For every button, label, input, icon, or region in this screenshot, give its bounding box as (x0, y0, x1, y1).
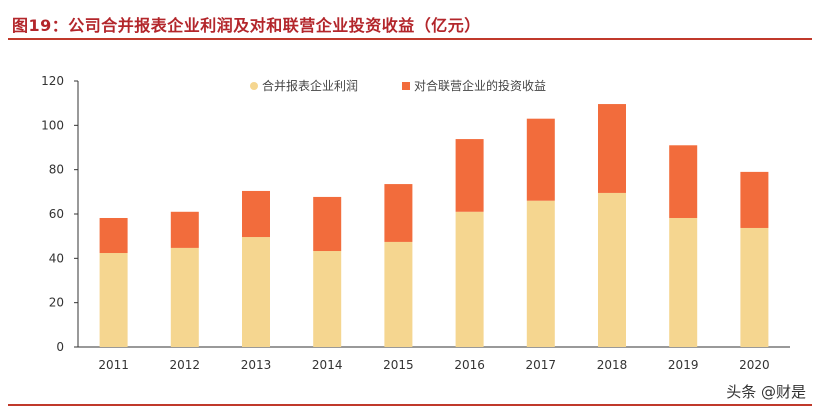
bar-investment-income-2014 (313, 196, 342, 252)
bar-investment-income-2016 (455, 139, 484, 212)
y-tick-label: 40 (49, 251, 64, 265)
bar-profit-2016 (455, 211, 484, 347)
bar-profit-2012 (170, 247, 199, 347)
legend-label: 对合联营企业的投资收益 (414, 78, 546, 93)
legend-swatch (250, 82, 258, 90)
y-tick-label: 20 (49, 296, 64, 310)
top-rule (8, 38, 812, 40)
bar-investment-income-2018 (598, 104, 626, 193)
bar-profit-2019 (669, 217, 698, 347)
bar-investment-income-2013 (242, 190, 270, 238)
bar-profit-2015 (384, 241, 413, 347)
x-tick-label: 2018 (597, 358, 628, 372)
bar-profit-2018 (598, 192, 626, 347)
bar-investment-income-2019 (669, 145, 698, 218)
x-tick-label: 2017 (526, 358, 557, 372)
bar-investment-income-2017 (526, 118, 555, 201)
y-tick-label: 60 (49, 207, 64, 221)
y-tick-label: 100 (41, 118, 64, 132)
bar-profit-2011 (99, 253, 128, 347)
bar-investment-income-2012 (170, 211, 199, 248)
chart-title: 图19：公司合并报表企业利润及对和联营企业投资收益（亿元） (12, 16, 481, 35)
x-tick-label: 2016 (454, 358, 485, 372)
x-tick-label: 2011 (98, 358, 129, 372)
bar-investment-income-2020 (740, 171, 769, 228)
bottom-rule (8, 404, 812, 406)
watermark: 头条 @财是 (726, 381, 806, 402)
y-tick-label: 80 (49, 163, 64, 177)
bar-investment-income-2015 (384, 184, 413, 242)
x-tick-label: 2013 (241, 358, 272, 372)
legend-label: 合并报表企业利润 (262, 78, 358, 93)
y-tick-label: 120 (41, 74, 64, 88)
bar-profit-2014 (313, 251, 342, 347)
x-tick-label: 2014 (312, 358, 343, 372)
x-tick-label: 2020 (739, 358, 770, 372)
legend-swatch (402, 82, 410, 90)
bar-profit-2020 (740, 227, 769, 347)
x-tick-label: 2019 (668, 358, 699, 372)
y-tick-label: 0 (56, 340, 64, 354)
x-tick-label: 2012 (170, 358, 201, 372)
bar-investment-income-2011 (99, 217, 128, 254)
x-tick-label: 2015 (383, 358, 414, 372)
bar-profit-2013 (242, 237, 270, 347)
bar-profit-2017 (526, 200, 555, 347)
